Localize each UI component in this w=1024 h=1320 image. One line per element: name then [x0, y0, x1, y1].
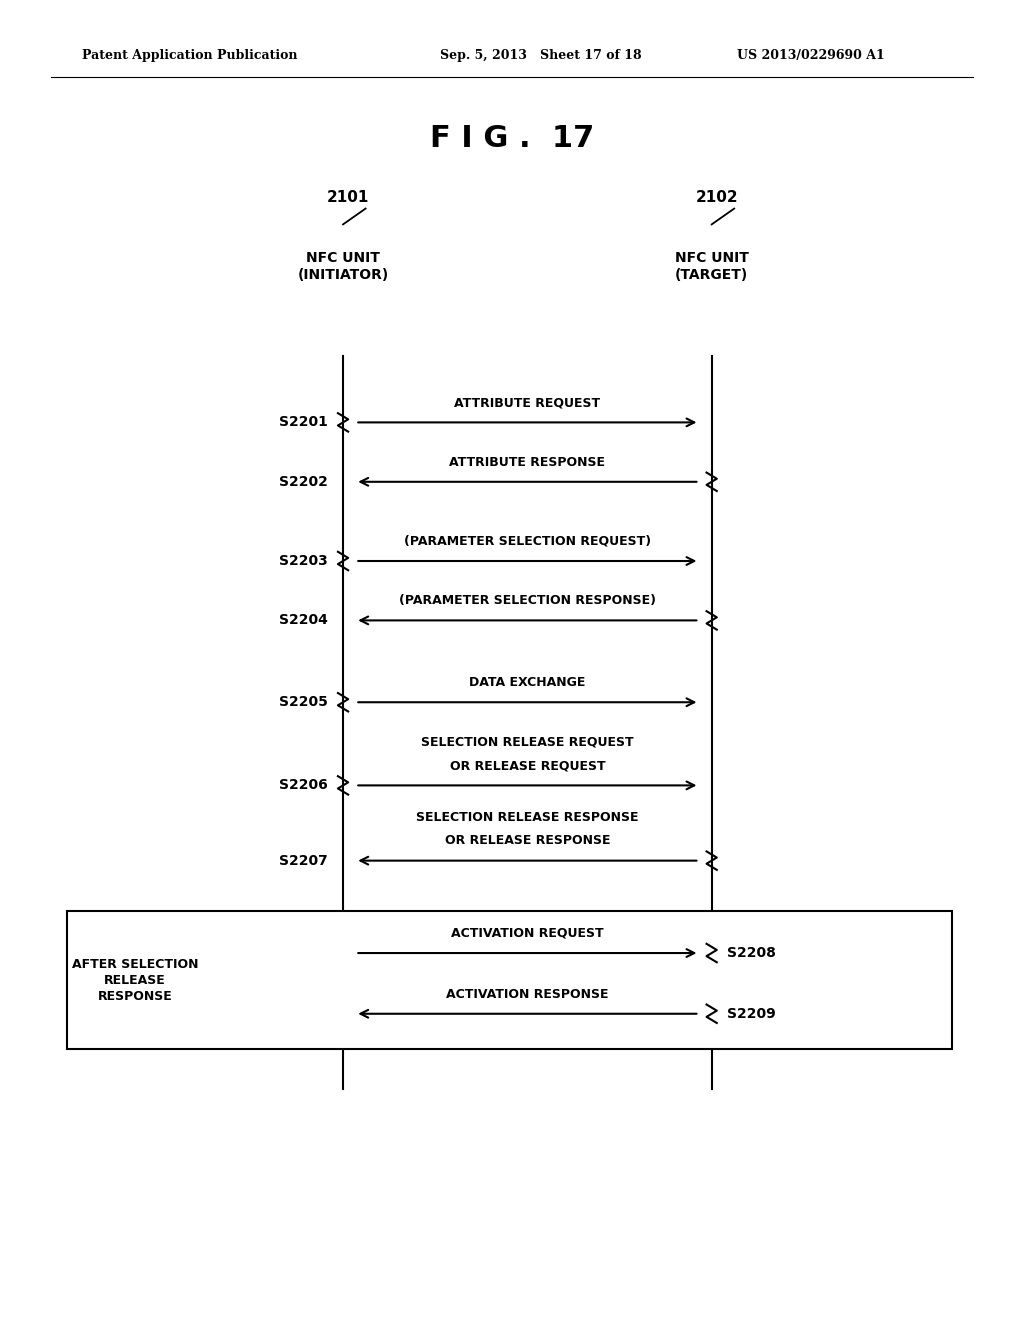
Text: S2207: S2207: [279, 854, 328, 867]
Text: NFC UNIT
(TARGET): NFC UNIT (TARGET): [675, 251, 749, 282]
Text: S2206: S2206: [279, 779, 328, 792]
Text: AFTER SELECTION
RELEASE
RESPONSE: AFTER SELECTION RELEASE RESPONSE: [72, 957, 199, 1003]
Text: S2209: S2209: [727, 1007, 776, 1020]
Text: ACTIVATION REQUEST: ACTIVATION REQUEST: [451, 927, 604, 940]
Text: S2203: S2203: [279, 554, 328, 568]
Text: OR RELEASE RESPONSE: OR RELEASE RESPONSE: [444, 834, 610, 847]
Text: S2202: S2202: [279, 475, 328, 488]
Text: ATTRIBUTE REQUEST: ATTRIBUTE REQUEST: [455, 396, 600, 409]
Text: (PARAMETER SELECTION RESPONSE): (PARAMETER SELECTION RESPONSE): [399, 594, 655, 607]
Text: SELECTION RELEASE REQUEST: SELECTION RELEASE REQUEST: [421, 735, 634, 748]
Text: OR RELEASE REQUEST: OR RELEASE REQUEST: [450, 759, 605, 772]
Text: US 2013/0229690 A1: US 2013/0229690 A1: [737, 49, 885, 62]
Text: 2101: 2101: [327, 190, 370, 205]
Text: (PARAMETER SELECTION REQUEST): (PARAMETER SELECTION REQUEST): [403, 535, 651, 548]
Text: S2205: S2205: [279, 696, 328, 709]
Text: Sep. 5, 2013   Sheet 17 of 18: Sep. 5, 2013 Sheet 17 of 18: [440, 49, 642, 62]
Text: ACTIVATION RESPONSE: ACTIVATION RESPONSE: [446, 987, 608, 1001]
Text: F I G .  17: F I G . 17: [430, 124, 594, 153]
Text: SELECTION RELEASE RESPONSE: SELECTION RELEASE RESPONSE: [416, 810, 639, 824]
Text: S2204: S2204: [279, 614, 328, 627]
Text: Patent Application Publication: Patent Application Publication: [82, 49, 297, 62]
Text: NFC UNIT
(INITIATOR): NFC UNIT (INITIATOR): [297, 251, 389, 282]
Text: S2201: S2201: [279, 416, 328, 429]
Text: S2208: S2208: [727, 946, 776, 960]
Bar: [67, 911, 952, 1049]
Text: DATA EXCHANGE: DATA EXCHANGE: [469, 676, 586, 689]
Text: 2102: 2102: [695, 190, 738, 205]
Text: ATTRIBUTE RESPONSE: ATTRIBUTE RESPONSE: [450, 455, 605, 469]
